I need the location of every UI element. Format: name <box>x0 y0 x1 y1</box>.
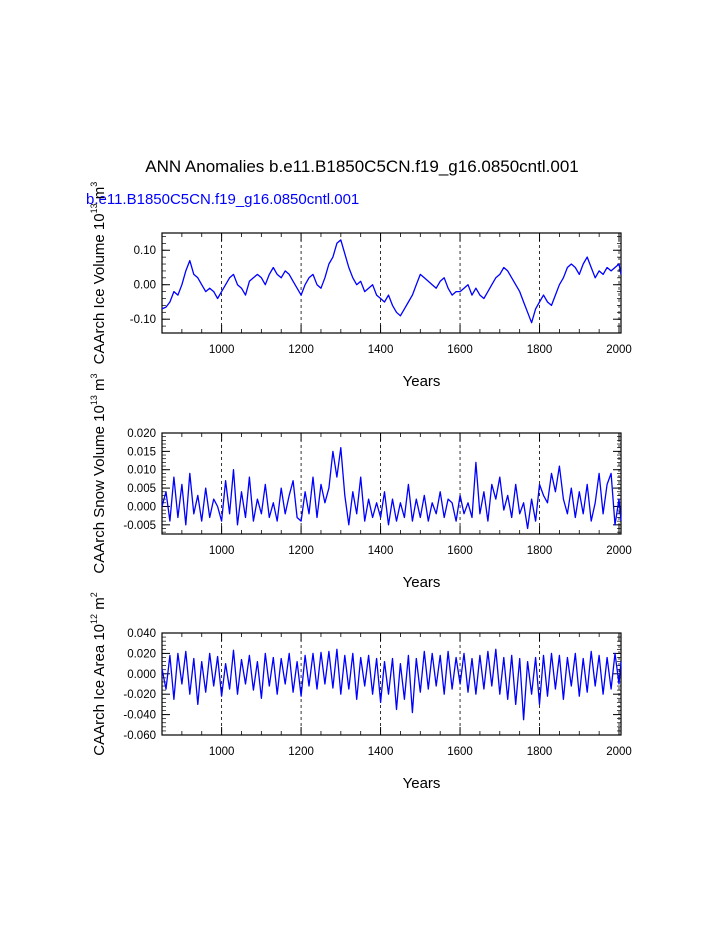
x-axis-label: Years <box>403 574 441 591</box>
y-tick-label: 0.005 <box>127 483 156 495</box>
x-tick-label: 1200 <box>288 746 314 758</box>
x-tick-label: 1000 <box>209 746 235 758</box>
y-axis-label-part: CAArch Snow Volume <box>91 422 108 574</box>
y-tick-label: 0.10 <box>134 245 156 257</box>
plot-frame <box>161 232 622 334</box>
panel-snow-volume: 1000 1200 1400 1600 1800 2000 -0.005 0.000 0.005… <box>89 373 632 591</box>
y-tick-label: 0.040 <box>127 628 156 640</box>
x-tick-label: 2000 <box>606 545 632 557</box>
y-axis-label-part: CAArch Ice Volume <box>91 230 108 364</box>
panel-ice-area: 1000 1200 1400 1600 1800 2000 -0.060 -0.040 -0.0… <box>89 592 632 792</box>
y-axis-label-part: m <box>91 378 108 395</box>
series-line <box>161 239 622 324</box>
panel-ice-volume: 1000 1200 1400 1600 1800 2000 -0.10 0.00 0.10 Yea… <box>89 182 632 390</box>
y-axis-label-part: 10 <box>91 405 108 422</box>
y-axis-label-superscript: 3 <box>89 182 99 187</box>
y-tick-label: -0.005 <box>123 520 156 532</box>
y-axis-label: CAArch Snow Volume 1013 m3 <box>89 373 108 573</box>
y-axis-label: CAArch Ice Area 1012 m2 <box>89 592 108 755</box>
y-tick-label: -0.10 <box>130 314 156 326</box>
series-line <box>161 648 622 721</box>
x-tick-label: 1400 <box>368 344 394 356</box>
y-axis-label-part: 10 <box>91 624 108 641</box>
x-tick-label: 1200 <box>288 545 314 557</box>
figure-subtitle: b.e11.B1850C5CN.f19_g16.0850cntl.001 <box>86 191 359 208</box>
y-axis-label-part: CAArch Ice Area <box>91 641 108 756</box>
y-tick-label: -0.060 <box>123 730 156 742</box>
y-axis-label-superscript: 13 <box>89 395 99 405</box>
x-axis-label: Years <box>403 373 441 390</box>
y-axis-label-superscript: 2 <box>89 592 99 597</box>
x-tick-label: 1000 <box>209 344 235 356</box>
plot-frame <box>161 632 622 736</box>
x-tick-label: 1400 <box>368 545 394 557</box>
x-tick-label: 1800 <box>527 344 553 356</box>
y-axis-label-part: m <box>91 187 108 204</box>
x-tick-label: 1600 <box>447 344 473 356</box>
x-tick-label: 1400 <box>368 746 394 758</box>
x-axis-label: Years <box>403 775 441 792</box>
x-tick-label: 2000 <box>606 746 632 758</box>
x-tick-label: 1600 <box>447 746 473 758</box>
y-axis-label: CAArch Ice Volume 1013 m3 <box>89 182 108 365</box>
y-axis-label-superscript: 13 <box>89 203 99 213</box>
y-tick-label: 0.00 <box>134 280 156 292</box>
y-tick-label: 0.000 <box>127 669 156 681</box>
y-axis-label-part: 10 <box>91 213 108 230</box>
plot-frame <box>161 432 622 535</box>
x-tick-label: 1600 <box>447 545 473 557</box>
series-line <box>161 447 622 530</box>
x-tick-label: 1800 <box>527 746 553 758</box>
y-tick-label: -0.020 <box>123 689 156 701</box>
x-tick-label: 1000 <box>209 545 235 557</box>
x-tick-label: 1800 <box>527 545 553 557</box>
y-axis-label-part: m <box>91 597 108 614</box>
y-tick-label: 0.010 <box>127 465 156 477</box>
y-tick-label: 0.000 <box>127 501 156 513</box>
figure-title: ANN Anomalies b.e11.B1850C5CN.f19_g16.08… <box>145 157 578 176</box>
y-tick-label: 0.015 <box>127 446 156 458</box>
y-tick-label: -0.040 <box>123 710 156 722</box>
y-tick-label: 0.020 <box>127 428 156 440</box>
y-tick-label: 0.020 <box>127 648 156 660</box>
y-axis-label-superscript: 12 <box>89 614 99 624</box>
x-tick-label: 1200 <box>288 344 314 356</box>
x-tick-label: 2000 <box>606 344 632 356</box>
y-axis-label-superscript: 3 <box>89 373 99 378</box>
